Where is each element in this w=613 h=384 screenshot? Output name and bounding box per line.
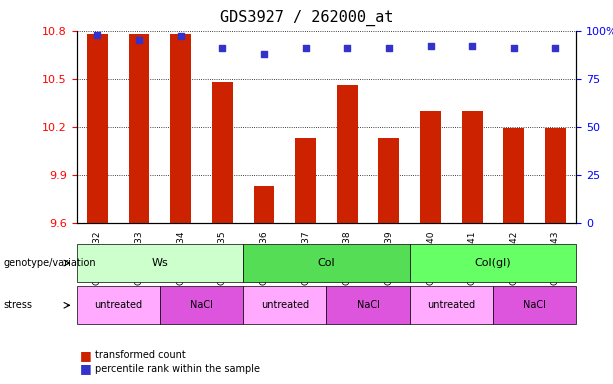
Bar: [378, 138, 399, 223]
Text: untreated: untreated: [427, 300, 476, 310]
Text: transformed count: transformed count: [95, 350, 186, 360]
Text: untreated: untreated: [94, 300, 142, 310]
Text: ■: ■: [80, 349, 91, 362]
Text: Col(gl): Col(gl): [474, 258, 511, 268]
Bar: [420, 111, 441, 223]
Bar: [212, 82, 233, 223]
Bar: [545, 128, 566, 223]
Point: [425, 43, 435, 49]
Text: Ws: Ws: [151, 258, 168, 268]
Bar: [337, 85, 357, 223]
Point: [218, 45, 227, 51]
Point: [93, 31, 102, 38]
Text: untreated: untreated: [261, 300, 309, 310]
Bar: [503, 128, 524, 223]
Bar: [170, 34, 191, 223]
Text: percentile rank within the sample: percentile rank within the sample: [95, 364, 260, 374]
Text: NaCl: NaCl: [190, 300, 213, 310]
Text: NaCl: NaCl: [523, 300, 546, 310]
Bar: [295, 138, 316, 223]
Point: [259, 51, 269, 57]
Point: [384, 45, 394, 51]
Text: stress: stress: [3, 300, 32, 310]
Point: [342, 45, 352, 51]
Point: [134, 37, 144, 43]
Text: NaCl: NaCl: [357, 300, 379, 310]
Text: Col: Col: [318, 258, 335, 268]
Point: [467, 43, 477, 49]
Bar: [254, 186, 275, 223]
Text: ■: ■: [80, 362, 91, 375]
Bar: [129, 34, 150, 223]
Bar: [87, 34, 108, 223]
Text: GDS3927 / 262000_at: GDS3927 / 262000_at: [220, 10, 393, 26]
Bar: [462, 111, 482, 223]
Point: [550, 45, 560, 51]
Text: genotype/variation: genotype/variation: [3, 258, 96, 268]
Point: [176, 33, 186, 40]
Point: [509, 45, 519, 51]
Point: [301, 45, 311, 51]
